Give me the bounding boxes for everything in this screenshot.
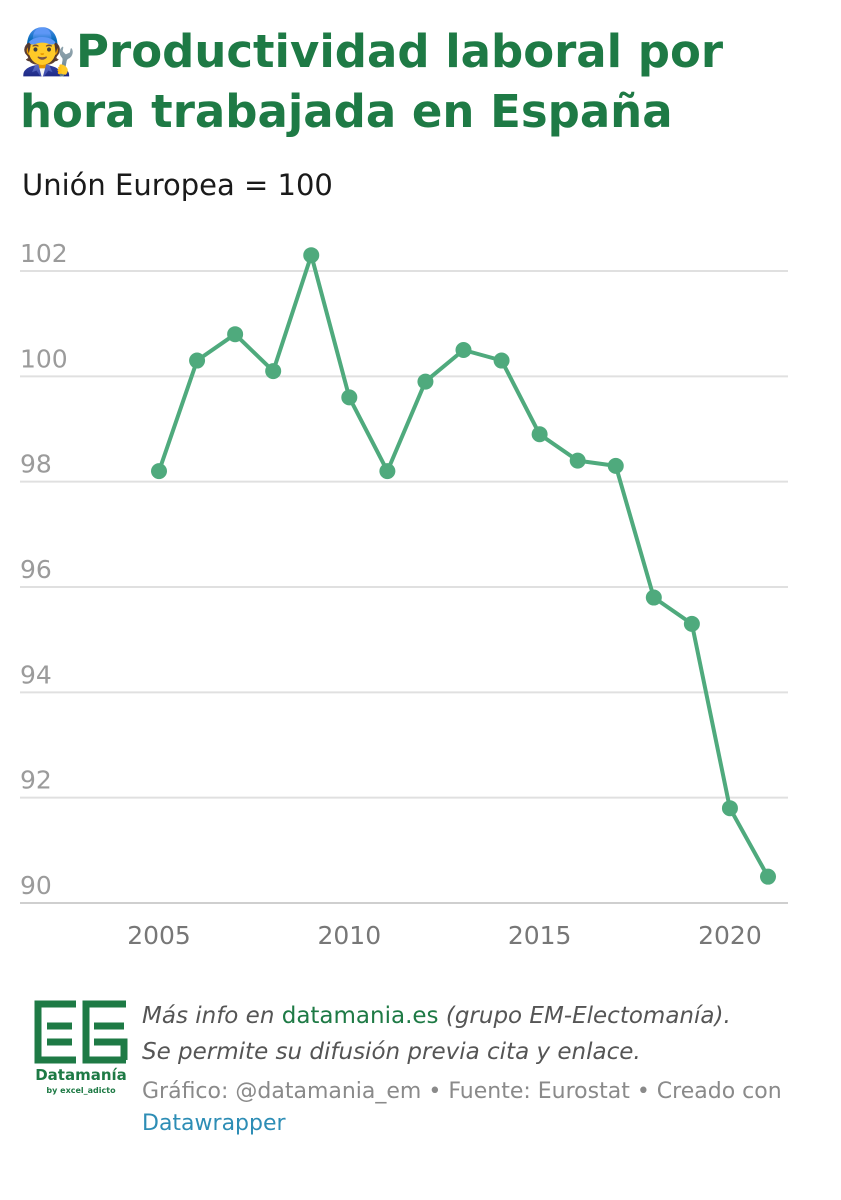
x-tick-label: 2020 bbox=[698, 921, 762, 950]
data-point-2010 bbox=[341, 389, 358, 406]
y-tick-label: 94 bbox=[20, 660, 52, 689]
data-point-2015 bbox=[531, 426, 548, 443]
data-point-2007 bbox=[227, 326, 244, 343]
y-axis-ticks: 90 92 94 96 98 100 102 bbox=[20, 239, 68, 900]
chart-subtitle: Unión Europea = 100 bbox=[22, 168, 333, 202]
data-point-2016 bbox=[569, 452, 586, 469]
data-point-2020 bbox=[721, 800, 738, 817]
line-chart: 90 92 94 96 98 100 102 2005 2010 2015 2020 bbox=[20, 239, 788, 950]
data-point-2019 bbox=[683, 615, 700, 632]
data-points bbox=[151, 247, 776, 885]
x-tick-label: 2005 bbox=[127, 921, 191, 950]
gridlines bbox=[20, 270, 788, 904]
credits-text: Gráfico: @datamania_em • Fuente: Eurosta… bbox=[142, 1076, 782, 1140]
footer: Datamanía by excel_adicto Más info en da… bbox=[0, 996, 841, 1156]
data-point-2021 bbox=[760, 868, 776, 885]
data-point-2012 bbox=[417, 373, 434, 390]
chart-title: 🧑‍🔧Productividad laboral por hora trabaj… bbox=[20, 22, 820, 142]
data-point-2005 bbox=[151, 463, 167, 480]
y-tick-label: 90 bbox=[20, 871, 52, 900]
info-text: Más info en datamania.es (grupo EM-Elect… bbox=[142, 998, 822, 1070]
info-suffix: (grupo EM-Electomanía). bbox=[438, 1003, 731, 1029]
y-tick-label: 100 bbox=[20, 344, 68, 373]
logo-byline: by excel_adicto bbox=[46, 1086, 116, 1095]
info-prefix: Más info en bbox=[142, 1003, 282, 1029]
y-tick-label: 96 bbox=[20, 555, 52, 584]
data-point-2011 bbox=[379, 463, 396, 480]
data-point-2013 bbox=[455, 342, 472, 358]
data-point-2017 bbox=[607, 457, 624, 474]
mechanic-emoji-icon: 🧑‍🔧 bbox=[20, 25, 77, 78]
data-point-2009 bbox=[303, 247, 320, 264]
data-point-2014 bbox=[493, 352, 510, 369]
chart-title-text: Productividad laboral por hora trabajada… bbox=[20, 25, 724, 138]
data-point-2008 bbox=[265, 363, 282, 380]
credits-prefix: Gráfico: @datamania_em • Fuente: Eurosta… bbox=[142, 1079, 782, 1104]
x-axis-ticks: 2005 2010 2015 2020 bbox=[127, 921, 762, 950]
x-tick-label: 2010 bbox=[318, 921, 382, 950]
data-point-2006 bbox=[189, 352, 206, 369]
datamania-logo-icon bbox=[34, 1000, 128, 1064]
datawrapper-link[interactable]: Datawrapper bbox=[142, 1111, 286, 1136]
info-line2: Se permite su difusión previa cita y enl… bbox=[142, 1039, 641, 1065]
logo-name: Datamanía bbox=[35, 1066, 127, 1084]
data-point-2018 bbox=[645, 589, 662, 606]
y-tick-label: 92 bbox=[20, 766, 52, 795]
y-tick-label: 98 bbox=[20, 450, 52, 479]
y-tick-label: 102 bbox=[20, 239, 68, 268]
x-tick-label: 2015 bbox=[508, 921, 572, 950]
datamania-link[interactable]: datamania.es bbox=[281, 1003, 439, 1029]
